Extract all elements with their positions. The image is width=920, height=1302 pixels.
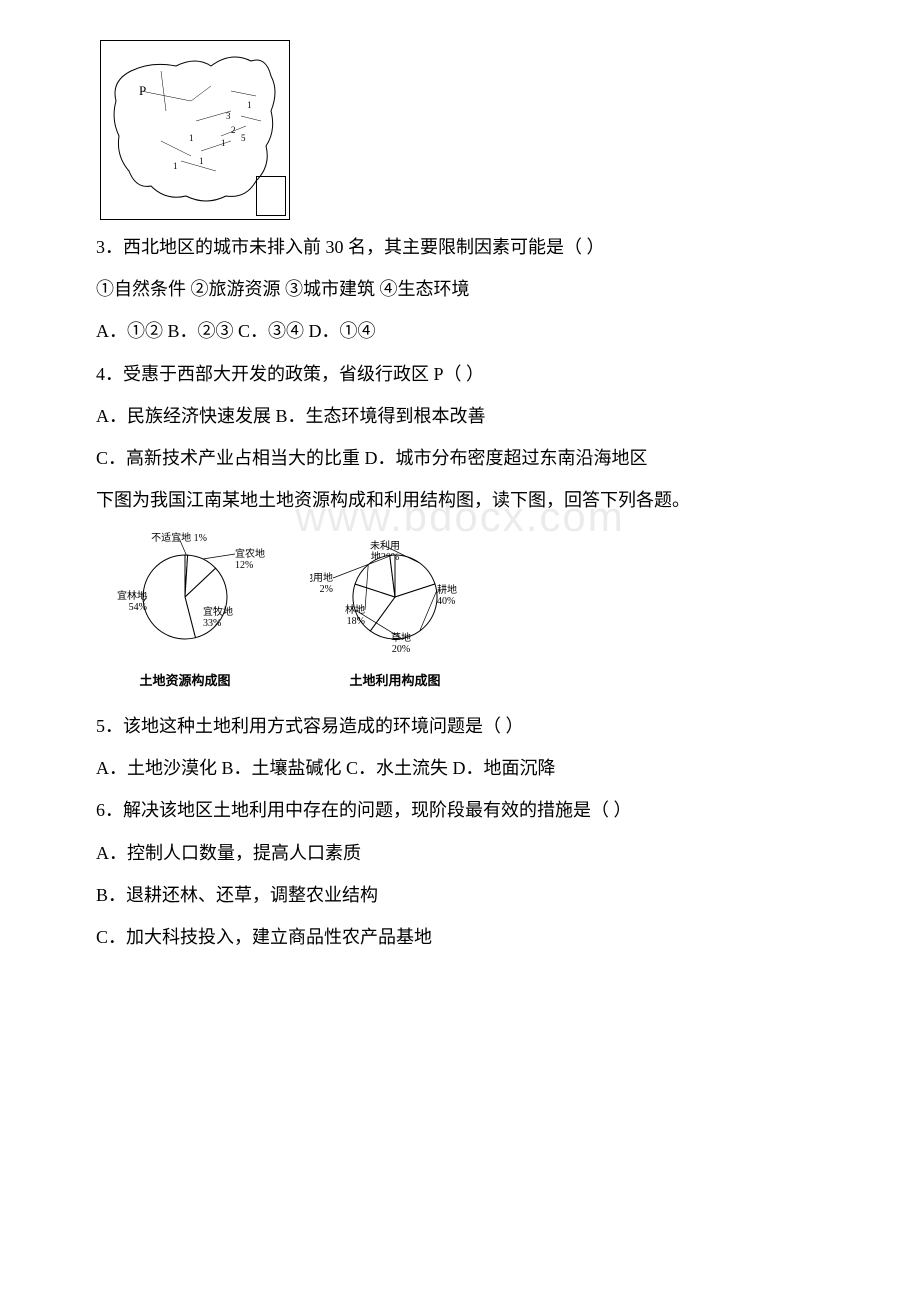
q5-options: A．土地沙漠化 B．土壤盐碱化 C．水土流失 D．地面沉降 [60,751,860,785]
q4-stem: 4．受惠于西部大开发的政策，省级行政区 P（ ） [60,357,860,391]
svg-text:草地: 草地 [391,631,411,644]
q5-stem: 5．该地这种土地利用方式容易造成的环境问题是（ ） [60,709,860,743]
svg-text:林地: 林地 [345,603,365,616]
pie-chart-1: 不适宜地 1% 宜农地12% 宜牧地33% 宜林地54% 土地资源构成图 [100,527,270,694]
svg-text:宜林地: 宜林地 [117,589,147,602]
map-num: 5 [241,133,246,143]
q6-optC: C．加大科技投入，建立商品性农产品基地 [60,920,860,954]
map-num: 2 [231,125,236,135]
q6-optB: B．退耕还林、还草，调整农业结构 [60,878,860,912]
pie-chart-2: 未利用地20%耕地40%草地20%林地18%其他用地2% 土地利用构成图 [310,527,480,694]
svg-text:未利用: 未利用 [370,540,400,552]
svg-text:耕地: 耕地 [437,583,457,596]
pie1-caption: 土地资源构成图 [139,669,230,694]
map-label-p: P [139,83,146,98]
q4-line2: C．高新技术产业占相当大的比重 D．城市分布密度超过东南沿海地区 [60,441,860,475]
svg-text:12%: 12% [235,560,253,571]
svg-text:40%: 40% [437,596,455,607]
q4-line1: A．民族经济快速发展 B．生态环境得到根本改善 [60,399,860,433]
svg-text:2%: 2% [320,584,333,595]
map-num: 1 [173,161,178,171]
q3-stem: 3．西北地区的城市未排入前 30 名，其主要限制因素可能是（ ） [60,230,860,264]
svg-text:不适宜地 1%: 不适宜地 1% [151,531,207,544]
q6-stem: 6．解决该地区土地利用中存在的问题，现阶段最有效的措施是（ ） [60,793,860,827]
svg-text:33%: 33% [203,618,221,629]
svg-text:18%: 18% [347,616,365,627]
china-map-figure: P 3 2 1 1 1 1 5 1 [100,40,290,220]
q3-items: ①自然条件 ②旅游资源 ③城市建筑 ④生态环境 [60,272,860,306]
pie-charts-row: 不适宜地 1%宜农地12%宜牧地33%宜林地54% 土地资源构成图 未利用地20… [100,527,860,694]
map-num: 1 [199,156,204,166]
q6-optA: A．控制人口数量，提高人口素质 [60,836,860,870]
map-num: 1 [189,133,194,143]
svg-text:其他用地: 其他用地 [310,571,333,584]
map-num: 1 [221,138,226,148]
svg-text:20%: 20% [392,644,410,655]
map-num: 3 [226,111,231,121]
map-num: 1 [247,100,252,110]
svg-text:宜农地: 宜农地 [235,547,265,560]
intro-2: 下图为我国江南某地土地资源构成和利用结构图，读下图，回答下列各题。 [60,483,860,517]
map-inset [256,176,286,216]
svg-text:宜牧地: 宜牧地 [203,605,233,618]
pie2-caption: 土地利用构成图 [349,669,440,694]
svg-text:54%: 54% [129,602,147,613]
q3-options: A．①② B．②③ C．③④ D．①④ [60,314,860,348]
